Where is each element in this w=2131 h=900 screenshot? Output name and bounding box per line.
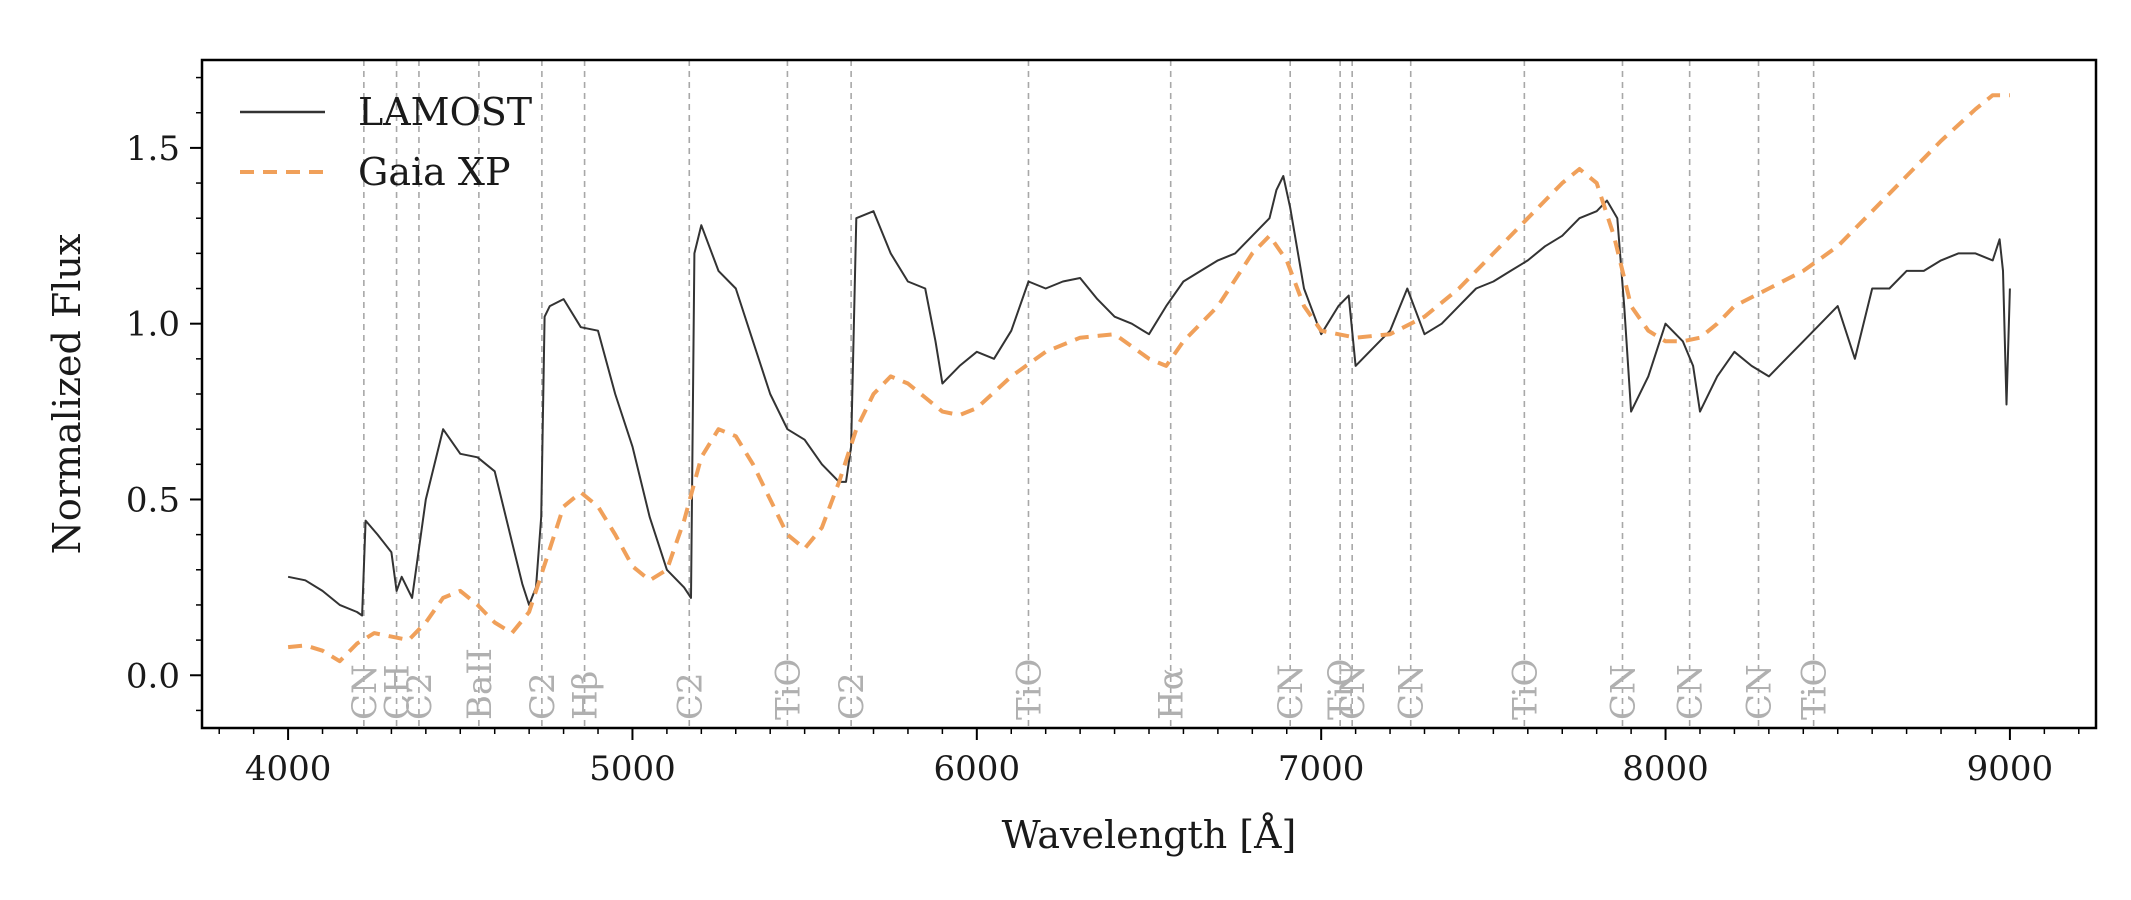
feature-line-label: CN [345,664,385,720]
legend: LAMOST Gaia XP [240,90,532,194]
feature-line-label: TiO [1321,659,1361,720]
legend-label: Gaia XP [358,150,511,194]
feature-line-label: C2 [400,672,440,720]
feature-line-label: CN [1604,664,1644,720]
x-tick-label: 5000 [589,749,676,789]
x-tick-label: 8000 [1622,749,1709,789]
feature-line-label: Hα [1152,667,1192,720]
y-tick-label: 1.0 [126,305,180,345]
feature-line-label: TiO [768,659,808,720]
x-tick-label: 6000 [934,749,1021,789]
feature-line-label: BaII [460,648,500,720]
legend-label: LAMOST [358,90,532,134]
feature-line-label: TiO [1009,659,1049,720]
feature-line-label: CN [1392,664,1432,720]
y-axis-title: Normalized Flux [45,234,89,555]
feature-line-label: C2 [670,672,710,720]
feature-line-label: CH [378,664,418,720]
x-tick-label: 9000 [1967,749,2054,789]
y-tick-label: 0.5 [126,480,180,520]
feature-line-label: CN [1740,664,1780,720]
feature-line-label: TiO [1795,659,1835,720]
feature-line-label: TiO [1505,659,1545,720]
feature-line-label: C2 [832,672,872,720]
series-line-gaia-xp [287,93,2010,664]
x-tick-label: 4000 [245,749,332,789]
x-axis-title: Wavelength [Å] [1002,813,1297,857]
feature-line-label: Hβ [566,671,606,720]
y-tick-label: 1.5 [126,129,180,169]
feature-line-label: CN [1671,664,1711,720]
feature-line-label: CN [1271,664,1311,720]
feature-line-label: CN [1333,664,1373,720]
x-tick-label: 7000 [1278,749,1365,789]
series-line-lamost [287,175,2011,617]
y-tick-label: 0.0 [126,656,180,696]
feature-line-label: C2 [523,672,563,720]
